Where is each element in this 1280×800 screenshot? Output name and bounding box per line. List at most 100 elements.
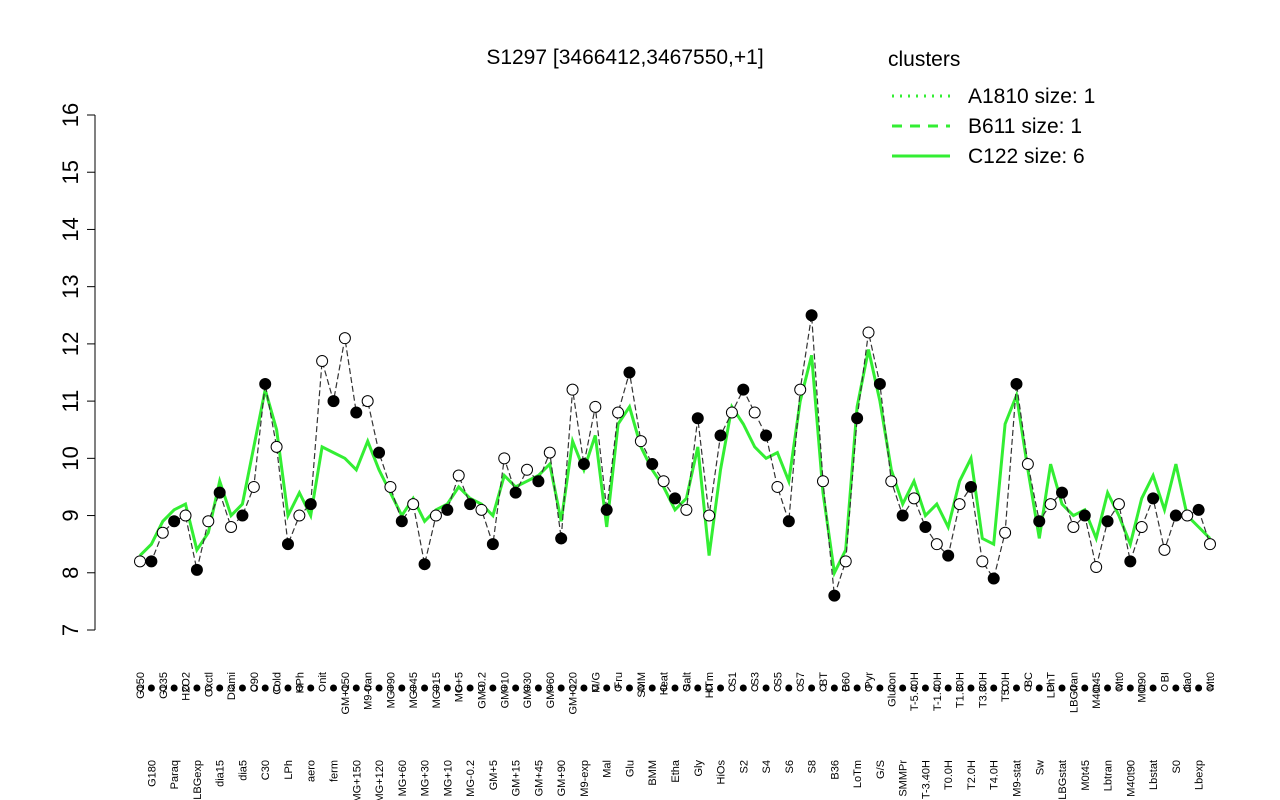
- data-point: [760, 429, 773, 442]
- data-point: [1078, 509, 1091, 522]
- x-tick-label: GM+90: [556, 760, 568, 796]
- x-tick-label: Sw: [1034, 760, 1046, 775]
- x-tick-label: dia15: [215, 760, 227, 787]
- x-marker: [500, 684, 508, 692]
- x-tick-label: T3.30H: [977, 672, 989, 708]
- x-marker: [694, 684, 702, 692]
- x-marker: [865, 684, 873, 692]
- x-tick-label: Glucon: [886, 672, 898, 707]
- x-marker: [489, 684, 497, 692]
- data-point: [1101, 515, 1114, 528]
- data-point: [862, 326, 875, 339]
- x-tick-label: MG+45: [408, 672, 420, 708]
- data-point: [395, 515, 408, 528]
- x-tick-label: MG+15: [431, 672, 443, 708]
- data-point: [816, 475, 829, 488]
- data-point: [475, 503, 488, 516]
- x-marker: [193, 684, 201, 692]
- x-tick-label: MG-0.2: [465, 760, 477, 797]
- data-point: [134, 555, 146, 568]
- x-marker: [762, 684, 770, 692]
- data-point: [725, 406, 738, 419]
- x-tick-label: T2.0H: [966, 760, 978, 790]
- data-point: [1181, 509, 1194, 522]
- x-marker: [842, 684, 850, 692]
- x-marker: [250, 684, 258, 692]
- data-point: [600, 503, 613, 516]
- x-tick-label: MG+5: [454, 672, 466, 702]
- x-marker: [830, 684, 838, 692]
- y-tick-label: 8: [58, 567, 83, 579]
- x-marker: [580, 684, 588, 692]
- data-point: [919, 521, 932, 533]
- data-point: [418, 558, 431, 571]
- x-tick-label: dia5: [237, 760, 249, 781]
- x-marker: [1172, 684, 1180, 692]
- data-point: [509, 486, 522, 499]
- data-point: [714, 429, 727, 442]
- data-point: [1147, 492, 1160, 505]
- data-point: [885, 475, 898, 488]
- x-tick-label: HiOs: [716, 760, 728, 785]
- x-tick-label: LoTm: [852, 760, 864, 788]
- x-tick-label: Pyr: [864, 672, 876, 689]
- x-tick-label: MG+30: [420, 760, 432, 796]
- data-point: [999, 526, 1012, 539]
- x-marker: [739, 684, 747, 692]
- x-marker: [273, 684, 281, 692]
- data-point: [361, 395, 374, 408]
- x-marker: [717, 684, 725, 692]
- data-point: [930, 538, 943, 551]
- legend-label: B611 size: 1: [968, 115, 1082, 138]
- data-point: [896, 509, 909, 522]
- x-tick-label: H2O2: [181, 672, 193, 701]
- x-marker: [216, 684, 224, 692]
- data-point: [748, 406, 761, 419]
- x-marker: [261, 684, 269, 692]
- x-marker: [159, 684, 167, 692]
- x-marker: [1081, 684, 1089, 692]
- x-marker: [967, 684, 975, 692]
- cluster-line: [138, 349, 1212, 578]
- x-marker: [1126, 684, 1134, 692]
- x-tick-label: Glu: [624, 760, 636, 777]
- x-marker: [637, 684, 645, 692]
- x-marker: [682, 684, 690, 692]
- x-marker: [284, 684, 292, 692]
- y-tick-label: 12: [58, 332, 83, 356]
- data-point: [873, 377, 886, 390]
- x-tick-label: HPh: [294, 672, 306, 693]
- y-tick-label: 13: [58, 274, 83, 298]
- data-point: [464, 498, 477, 511]
- data-point: [236, 509, 249, 522]
- data-point: [202, 515, 215, 528]
- data-point: [486, 538, 499, 551]
- data-point: [281, 538, 294, 551]
- x-marker: [307, 684, 315, 692]
- data-point: [145, 555, 158, 568]
- x-marker: [1160, 684, 1168, 692]
- x-tick-label: MG+150: [351, 760, 363, 800]
- data-point: [566, 383, 579, 396]
- x-tick-label: GM+60: [545, 672, 557, 708]
- x-tick-label: S1: [727, 672, 739, 685]
- x-marker: [899, 684, 907, 692]
- data-point: [247, 480, 260, 493]
- data-point: [179, 509, 192, 522]
- x-tick-label: LBGstat: [1057, 760, 1069, 800]
- x-tick-label: M40t45: [1091, 672, 1103, 709]
- x-marker: [443, 684, 451, 692]
- x-marker: [1206, 684, 1214, 692]
- x-tick-label: G150: [135, 672, 147, 699]
- x-tick-label: MG+10: [442, 760, 454, 796]
- x-tick-label: T-3.40H: [920, 760, 932, 799]
- x-tick-label: Paraq: [169, 760, 181, 789]
- legend-label: A1810 size: 1: [968, 85, 1095, 108]
- x-tick-label: T5.0H: [1000, 672, 1012, 702]
- x-tick-label: B60: [841, 672, 853, 692]
- x-tick-label: GM+45: [533, 760, 545, 796]
- x-tick-label: LPhT: [1046, 672, 1058, 699]
- x-tick-label: Heat: [659, 672, 671, 695]
- x-marker: [1138, 684, 1146, 692]
- data-point: [1158, 543, 1171, 556]
